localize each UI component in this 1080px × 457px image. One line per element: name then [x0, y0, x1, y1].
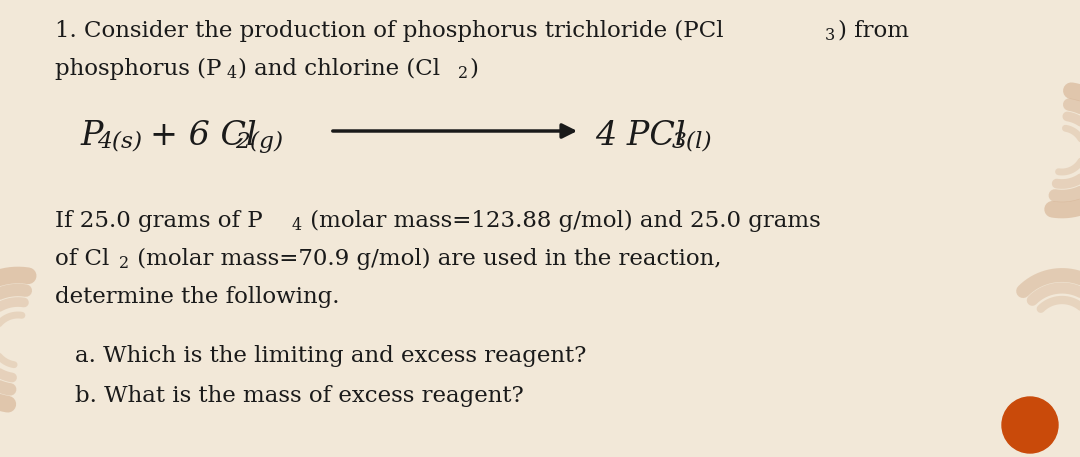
Text: 2(g): 2(g) — [235, 131, 283, 153]
Text: If 25.0 grams of P: If 25.0 grams of P — [55, 210, 262, 232]
Text: b. What is the mass of excess reagent?: b. What is the mass of excess reagent? — [75, 385, 524, 407]
Circle shape — [1002, 397, 1058, 453]
Text: (molar mass=123.88 g/mol) and 25.0 grams: (molar mass=123.88 g/mol) and 25.0 grams — [303, 210, 821, 232]
Text: ) and chlorine (Cl: ) and chlorine (Cl — [238, 58, 440, 80]
Text: of Cl: of Cl — [55, 248, 109, 270]
Text: a. Which is the limiting and excess reagent?: a. Which is the limiting and excess reag… — [75, 345, 586, 367]
Text: P: P — [80, 120, 103, 152]
Text: 3(l): 3(l) — [672, 131, 713, 153]
Text: phosphorus (P: phosphorus (P — [55, 58, 221, 80]
Text: 4: 4 — [227, 65, 238, 82]
Text: 2: 2 — [119, 255, 130, 272]
Text: ) from: ) from — [838, 20, 909, 42]
Text: determine the following.: determine the following. — [55, 286, 339, 308]
Text: 2: 2 — [458, 65, 468, 82]
Text: 1. Consider the production of phosphorus trichloride (PCl: 1. Consider the production of phosphorus… — [55, 20, 724, 42]
Text: 4: 4 — [292, 218, 302, 234]
Text: 3: 3 — [825, 27, 835, 44]
Text: + 6 Cl: + 6 Cl — [150, 120, 257, 152]
Text: ): ) — [469, 58, 477, 80]
Text: 4 PCl: 4 PCl — [595, 120, 686, 152]
Text: 4(s): 4(s) — [97, 131, 143, 153]
Text: (molar mass=70.9 g/mol) are used in the reaction,: (molar mass=70.9 g/mol) are used in the … — [130, 248, 721, 270]
